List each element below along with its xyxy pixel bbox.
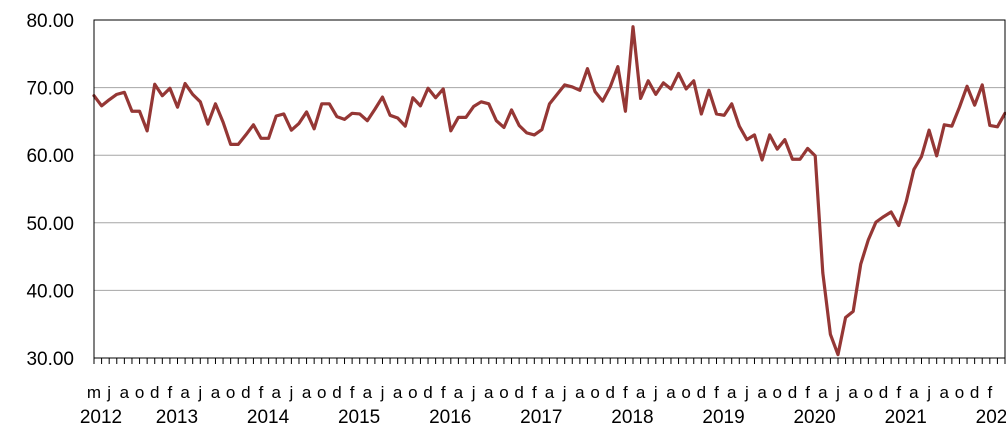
x-tick-label: j bbox=[471, 383, 476, 402]
x-tick-label: f bbox=[168, 383, 173, 402]
x-tick-label: a bbox=[484, 383, 494, 402]
y-tick-label: 50.00 bbox=[26, 214, 74, 235]
x-tick-label: j bbox=[926, 383, 931, 402]
x-tick-label: o bbox=[773, 383, 782, 402]
x-tick-label: a bbox=[120, 383, 130, 402]
year-label: 2021 bbox=[885, 407, 927, 428]
x-tick-label: f bbox=[623, 383, 628, 402]
x-tick-label: a bbox=[757, 383, 767, 402]
x-tick-label: m bbox=[87, 383, 101, 402]
y-tick-label: 40.00 bbox=[26, 281, 74, 302]
x-tick-label: a bbox=[818, 383, 828, 402]
x-tick-label: o bbox=[135, 383, 144, 402]
x-tick-label: d bbox=[332, 383, 341, 402]
x-tick-label: f bbox=[350, 383, 355, 402]
year-label: 2016 bbox=[429, 407, 471, 428]
x-tick-label: o bbox=[226, 383, 235, 402]
year-label: 2012 bbox=[80, 407, 122, 428]
x-tick-label: d bbox=[970, 383, 979, 402]
x-tick-label: d bbox=[150, 383, 159, 402]
year-label: 2013 bbox=[156, 407, 198, 428]
x-tick-label: f bbox=[532, 383, 537, 402]
x-tick-label: o bbox=[590, 383, 599, 402]
x-tick-label: a bbox=[575, 383, 585, 402]
x-tick-label: a bbox=[393, 383, 403, 402]
x-tick-label: d bbox=[788, 383, 797, 402]
x-tick-label: d bbox=[605, 383, 614, 402]
x-tick-label: o bbox=[681, 383, 690, 402]
x-tick-label: f bbox=[441, 383, 446, 402]
x-tick-label: a bbox=[454, 383, 464, 402]
x-tick-label: j bbox=[288, 383, 293, 402]
y-tick-label: 60.00 bbox=[26, 146, 74, 167]
x-tick-label: a bbox=[940, 383, 950, 402]
x-tick-label: a bbox=[211, 383, 221, 402]
x-tick-label: a bbox=[909, 383, 919, 402]
x-tick-label: a bbox=[545, 383, 555, 402]
x-tick-label: a bbox=[666, 383, 676, 402]
year-label: 2022 bbox=[976, 407, 1006, 428]
x-tick-label: j bbox=[562, 383, 567, 402]
year-label: 2020 bbox=[793, 407, 835, 428]
x-tick-label: f bbox=[259, 383, 264, 402]
x-tick-label: d bbox=[241, 383, 250, 402]
x-tick-label: f bbox=[805, 383, 810, 402]
x-tick-label: j bbox=[106, 383, 111, 402]
x-tick-label: o bbox=[317, 383, 326, 402]
y-tick-label: 70.00 bbox=[26, 79, 74, 100]
x-tick-label: a bbox=[363, 383, 373, 402]
x-tick-label: a bbox=[727, 383, 737, 402]
year-label: 2019 bbox=[702, 407, 744, 428]
year-label: 2014 bbox=[247, 407, 290, 428]
x-tick-label: f bbox=[987, 383, 992, 402]
series-line bbox=[92, 25, 1006, 357]
x-tick-label: d bbox=[514, 383, 523, 402]
x-tick-label: j bbox=[835, 383, 840, 402]
x-tick-label: o bbox=[955, 383, 964, 402]
y-tick-label: 30.00 bbox=[26, 349, 74, 370]
gridlines bbox=[94, 87, 1005, 291]
x-tick-label: d bbox=[879, 383, 888, 402]
year-label: 2017 bbox=[520, 407, 562, 428]
x-tick-label: j bbox=[653, 383, 658, 402]
x-tick-label: d bbox=[423, 383, 432, 402]
x-tick-label: o bbox=[499, 383, 508, 402]
y-axis-tick-labels: 30.00 40.00 50.00 60.00 70.00 80.00 bbox=[26, 11, 74, 370]
x-tick-label: a bbox=[180, 383, 190, 402]
x-tick-label: f bbox=[896, 383, 901, 402]
x-tick-label: j bbox=[380, 383, 385, 402]
year-label: 2015 bbox=[338, 407, 380, 428]
x-tick-label: j bbox=[744, 383, 749, 402]
plot-frame bbox=[93, 19, 1006, 359]
x-tick-label: a bbox=[302, 383, 312, 402]
x-tick-label: f bbox=[714, 383, 719, 402]
x-tick-label: j bbox=[197, 383, 202, 402]
x-tick-label: d bbox=[697, 383, 706, 402]
year-label: 2018 bbox=[611, 407, 653, 428]
y-tick-label: 80.00 bbox=[26, 11, 74, 32]
x-tick-label: o bbox=[408, 383, 417, 402]
x-tick-label: o bbox=[864, 383, 873, 402]
x-tick-label: a bbox=[848, 383, 858, 402]
x-tick-label: a bbox=[636, 383, 646, 402]
x-tick-label: a bbox=[271, 383, 281, 402]
series-polyline bbox=[92, 25, 1006, 357]
